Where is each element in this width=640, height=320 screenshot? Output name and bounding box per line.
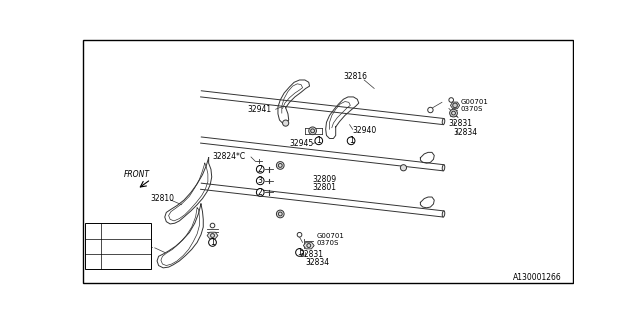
Circle shape [297,232,302,237]
Text: 2: 2 [258,188,262,197]
Circle shape [276,162,284,169]
Circle shape [283,120,289,126]
Text: 32824*C: 32824*C [212,153,246,162]
Text: 32831: 32831 [449,119,473,128]
Text: 32801: 32801 [312,182,337,191]
Circle shape [276,210,284,218]
Circle shape [315,137,323,145]
FancyBboxPatch shape [86,223,151,269]
Ellipse shape [442,165,445,171]
Text: 32831: 32831 [300,250,323,259]
Circle shape [90,258,97,266]
Text: 1: 1 [91,227,95,236]
Text: 1: 1 [210,238,215,247]
Circle shape [401,165,406,171]
Text: 0370S: 0370S [460,106,483,112]
Circle shape [348,137,355,145]
Text: 1: 1 [349,136,353,145]
Text: FRONT: FRONT [124,170,149,179]
Text: G00701: G00701 [460,99,488,105]
Circle shape [210,223,215,228]
Circle shape [450,109,458,117]
Ellipse shape [442,118,445,124]
Text: 3: 3 [258,176,262,185]
Text: G00701: G00701 [316,233,344,238]
Text: 32941: 32941 [247,105,271,114]
Text: 32834: 32834 [454,128,477,137]
Text: 1: 1 [297,248,302,257]
Circle shape [257,188,264,196]
Text: E00621: E00621 [104,227,133,236]
Text: 3: 3 [91,257,95,266]
Circle shape [257,177,264,185]
Circle shape [449,98,454,102]
Text: 32945: 32945 [289,140,314,148]
Ellipse shape [442,211,445,217]
Circle shape [428,107,433,113]
Polygon shape [303,242,314,249]
Circle shape [452,103,458,108]
Circle shape [90,243,97,250]
Text: 32940: 32940 [353,126,377,135]
Text: 32810: 32810 [151,194,175,203]
Text: 2: 2 [91,242,95,251]
Circle shape [308,127,316,135]
Circle shape [209,239,216,246]
Text: 1: 1 [316,136,321,145]
Text: A130001266: A130001266 [513,273,561,282]
Text: 32809: 32809 [312,175,337,184]
Circle shape [90,227,97,235]
Text: 32816: 32816 [344,72,367,81]
Text: 32824*A: 32824*A [104,242,137,251]
Text: 32804: 32804 [129,242,154,251]
Circle shape [296,249,303,256]
Circle shape [257,165,264,173]
Polygon shape [207,232,218,239]
Polygon shape [451,102,460,109]
Text: 32834: 32834 [306,258,330,267]
Text: 0370S: 0370S [316,240,339,246]
Text: 2: 2 [258,165,262,174]
Text: 32824*B: 32824*B [104,257,137,266]
